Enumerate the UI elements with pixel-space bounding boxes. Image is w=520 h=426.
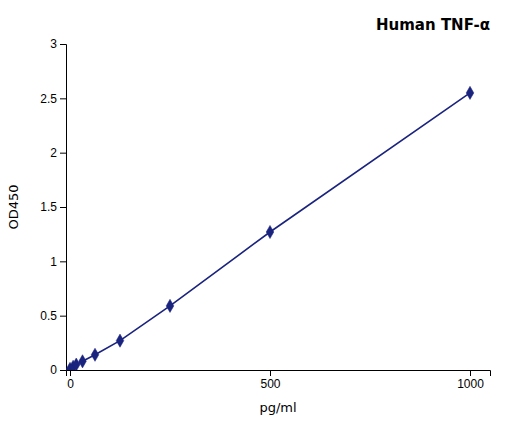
y-tick-label: 0	[50, 363, 57, 377]
x-tick-label: 500	[260, 377, 280, 391]
x-axis-title: pg/ml	[259, 400, 296, 415]
y-tick-label: 3	[50, 37, 57, 51]
y-tick-label: 2.5	[40, 92, 57, 106]
y-tick-mark	[60, 44, 66, 45]
x-tick-label: 0	[67, 377, 74, 391]
y-tick-label: 2	[50, 146, 57, 160]
x-tick-mark	[470, 370, 471, 376]
y-tick-label: 1	[50, 255, 57, 269]
y-tick-mark	[60, 316, 66, 317]
y-axis-line	[60, 45, 67, 371]
x-tick-mark	[270, 370, 271, 376]
y-tick-mark	[60, 370, 66, 371]
point	[166, 299, 174, 312]
y-axis: 0 0.5 1 1.5 2 2.5 3	[40, 37, 66, 377]
x-tick: 500	[260, 370, 280, 391]
y-tick: 1.5	[40, 200, 66, 214]
point	[91, 348, 99, 361]
y-tick-mark	[60, 98, 66, 99]
plot-area: 0 500 1000 0 0.5 1 1.5 2 2.5 3	[40, 37, 490, 390]
y-tick-label: 1.5	[40, 200, 57, 214]
x-tick-label: 1000	[457, 377, 484, 391]
y-axis-title: OD450	[6, 184, 21, 229]
point	[72, 358, 80, 370]
point	[466, 86, 474, 99]
point	[79, 355, 87, 368]
point	[266, 225, 274, 238]
chart: 0 500 1000 0 0.5 1 1.5 2 2.5 3 Human TNF-α pg/ml OD4…	[0, 0, 520, 426]
series	[66, 86, 474, 370]
y-tick: 0	[50, 363, 66, 377]
x-axis: 0 500 1000	[67, 370, 491, 391]
line	[70, 93, 470, 369]
title: Human TNF-α	[376, 16, 490, 34]
x-tick-mark	[70, 370, 71, 376]
x-tick: 1000	[457, 370, 484, 391]
x-tick: 0	[67, 370, 74, 391]
y-tick-mark	[60, 261, 66, 262]
y-tick: 2.5	[40, 92, 66, 106]
y-tick: 3	[50, 37, 66, 51]
x-axis-line	[67, 371, 491, 377]
y-tick-label: 0.5	[40, 309, 57, 323]
y-tick: 1	[50, 255, 66, 269]
y-tick-mark	[60, 153, 66, 154]
y-tick-mark	[60, 207, 66, 208]
point	[116, 334, 124, 347]
y-tick: 2	[50, 146, 66, 160]
y-tick: 0.5	[40, 309, 66, 323]
